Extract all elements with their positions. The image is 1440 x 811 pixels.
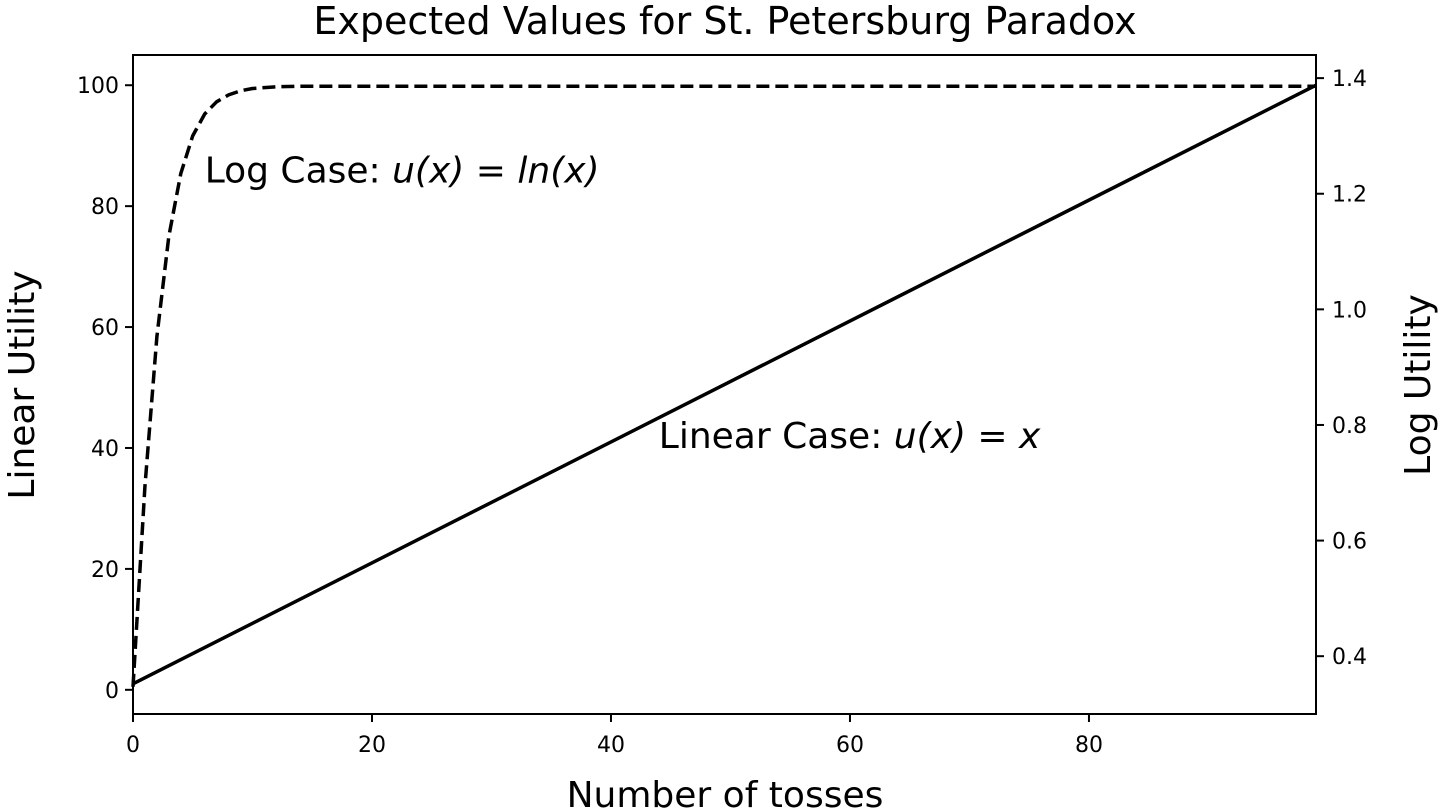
plot-lines: [131, 83, 1317, 687]
y-axis-right-label: Log Utility: [1398, 294, 1439, 476]
plot-frame: [132, 54, 1317, 715]
x-axis: 0 20 40 60 80: [126, 714, 1103, 758]
y-right-tick-label: 0.6: [1332, 530, 1367, 555]
y-left-tick-label: 20: [91, 558, 119, 583]
y-axis-left: 0 20 40 60 80 100: [77, 74, 133, 704]
x-tick-label: 40: [597, 733, 625, 758]
log-utility-line: [131, 84, 1316, 687]
y-left-tick-label: 0: [105, 679, 119, 704]
y-axis-left-label: Linear Utility: [2, 270, 43, 499]
y-left-tick-label: 40: [91, 437, 119, 462]
x-tick-label: 0: [126, 733, 140, 758]
y-left-tick-label: 80: [91, 195, 119, 220]
x-tick-label: 80: [1075, 733, 1103, 758]
y-right-tick-label: 0.4: [1332, 645, 1367, 670]
y-right-tick-label: 1.4: [1332, 67, 1367, 92]
x-tick-label: 60: [836, 733, 864, 758]
linear-utility-line: [132, 83, 1317, 686]
y-left-tick-label: 100: [77, 74, 119, 99]
chart-title: Expected Values for St. Petersburg Parad…: [313, 0, 1136, 43]
linear-case-annotation: Linear Case: u(x) = x: [659, 416, 1041, 457]
y-right-tick-label: 0.8: [1332, 414, 1367, 439]
y-axis-right: 0.4 0.6 0.8 1.0 1.2 1.4: [1316, 67, 1367, 670]
log-case-annotation: Log Case: u(x) = ln(x): [205, 151, 600, 192]
x-axis-label: Number of tosses: [567, 775, 884, 811]
x-tick-label: 20: [358, 733, 386, 758]
y-right-tick-label: 1.2: [1332, 183, 1367, 208]
y-right-tick-label: 1.0: [1332, 298, 1367, 323]
y-left-tick-label: 60: [91, 316, 119, 341]
